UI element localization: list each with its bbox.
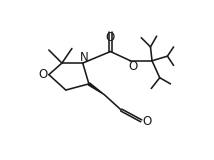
Text: O: O — [38, 68, 47, 81]
Text: O: O — [142, 115, 151, 128]
Text: N: N — [80, 51, 89, 64]
Text: O: O — [128, 60, 137, 73]
Polygon shape — [88, 83, 104, 95]
Text: O: O — [106, 31, 115, 44]
